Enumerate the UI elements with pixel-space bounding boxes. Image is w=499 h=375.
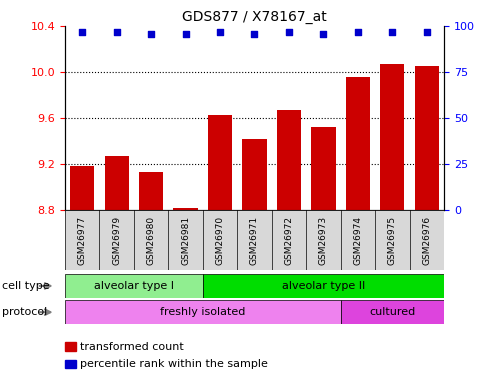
Point (423, 29, 431, 35)
Bar (65, 300, 341, 324)
Text: GSM26975: GSM26975 (388, 216, 397, 265)
Bar (341, 300, 444, 324)
Point (388, 29, 396, 35)
Point (285, 29, 293, 35)
Text: transformed count: transformed count (80, 342, 184, 351)
Bar (311, 128, 335, 210)
Point (216, 29, 224, 35)
Bar (380, 64, 405, 210)
Text: GSM26971: GSM26971 (250, 216, 259, 265)
Bar (104, 156, 129, 210)
Text: GSM26970: GSM26970 (216, 216, 225, 265)
Text: GSM26974: GSM26974 (353, 216, 362, 265)
Bar (346, 77, 370, 210)
Text: GSM26973: GSM26973 (319, 216, 328, 265)
Text: freshly isolated: freshly isolated (160, 307, 246, 317)
Text: GSM26972: GSM26972 (284, 216, 293, 265)
Text: GSM26979: GSM26979 (112, 216, 121, 265)
Text: protocol: protocol (2, 307, 48, 317)
Bar (139, 172, 163, 210)
Text: cultured: cultured (369, 307, 416, 317)
Bar (243, 139, 266, 210)
Text: GSM26977: GSM26977 (78, 216, 87, 265)
Text: GSM26980: GSM26980 (147, 216, 156, 265)
Text: GSM26976: GSM26976 (422, 216, 431, 265)
Text: cell type: cell type (2, 281, 50, 291)
Text: alveolar type I: alveolar type I (94, 281, 174, 291)
Point (354, 29, 362, 35)
Point (78, 29, 86, 35)
Bar (174, 208, 198, 210)
Bar (208, 115, 232, 210)
Bar (203, 274, 444, 298)
Bar (277, 110, 301, 210)
Bar (415, 66, 439, 210)
Bar (65, 274, 203, 298)
Title: GDS877 / X78167_at: GDS877 / X78167_at (182, 10, 327, 24)
Point (250, 31, 258, 37)
Text: alveolar type II: alveolar type II (282, 281, 365, 291)
Point (319, 31, 327, 37)
Point (147, 31, 155, 37)
Point (182, 31, 190, 37)
Text: GSM26981: GSM26981 (181, 216, 190, 265)
Text: percentile rank within the sample: percentile rank within the sample (80, 359, 268, 369)
Bar (70, 166, 94, 210)
Point (113, 29, 121, 35)
